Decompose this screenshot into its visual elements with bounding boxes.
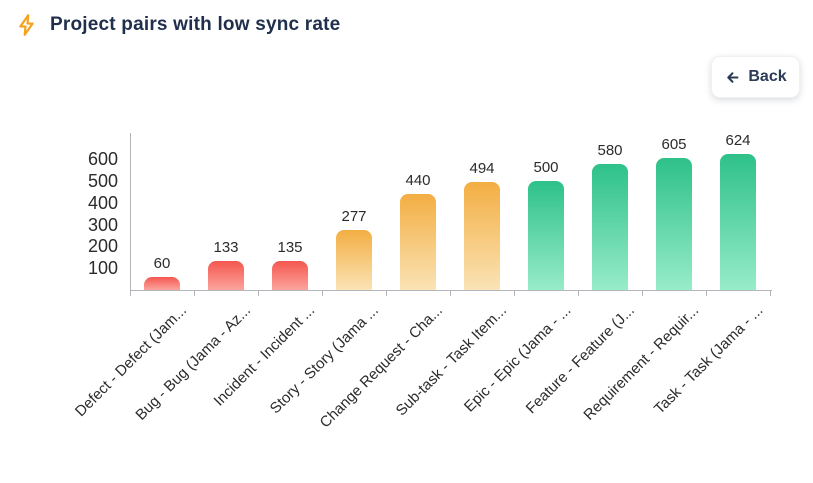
page-title: Project pairs with low sync rate (50, 14, 341, 35)
bar-value-label: 580 (597, 141, 623, 159)
x-axis-tick (450, 290, 451, 296)
bar-value-label: 605 (661, 136, 687, 154)
x-axis-tick (514, 290, 515, 296)
lightning-bolt-icon (14, 12, 39, 38)
x-axis-tick (770, 290, 771, 296)
bar[interactable] (720, 153, 756, 290)
x-axis-label: Requirement - Requir... (580, 302, 703, 424)
x-axis-tick (258, 290, 259, 296)
x-axis-label: Epic - Epic (Jama - ... (460, 302, 575, 416)
x-axis-tick (194, 290, 195, 296)
y-axis-tick-label: 600 (87, 149, 118, 170)
bar-value-label: 494 (469, 160, 495, 178)
y-axis-tick-label: 500 (87, 170, 118, 191)
x-axis-label: Change Request - Cha... (316, 302, 447, 432)
bar-value-label: 135 (277, 238, 303, 256)
bar-value-label: 133 (213, 238, 239, 256)
bar[interactable] (464, 182, 500, 290)
bar[interactable] (528, 180, 564, 290)
y-axis-tick-label: 200 (87, 236, 118, 257)
bar-value-label: 277 (341, 207, 367, 225)
y-axis-tick-label: 300 (87, 214, 118, 235)
x-axis-tick (578, 290, 579, 296)
bar[interactable] (400, 194, 436, 290)
bar[interactable] (592, 163, 628, 290)
x-axis-tick (386, 290, 387, 296)
page-header: Project pairs with low sync rate (14, 12, 340, 38)
x-axis-label: Bug - Bug (Jama - Az... (132, 302, 255, 424)
x-axis-tick (706, 290, 707, 296)
bar-chart: 100 200 300 400 500 600 60 Defect - Defect (Jam… (0, 110, 813, 483)
back-button[interactable]: Back (711, 56, 800, 98)
bar-value-label: 624 (725, 131, 751, 149)
x-axis-label: Task - Task (Jama - ... (650, 302, 767, 418)
bar-value-label: 500 (533, 158, 559, 176)
y-axis-tick-label: 100 (87, 258, 118, 279)
x-axis-label: Feature - Feature (J... (522, 302, 639, 418)
x-axis-label: Story - Story (Jama ... (266, 302, 383, 418)
x-axis-tick (322, 290, 323, 296)
x-axis-label: Defect - Defect (Jam... (71, 302, 191, 421)
back-button-label: Back (748, 68, 787, 85)
x-axis-tick (130, 290, 131, 296)
arrow-left-icon (724, 69, 741, 86)
x-axis-label: Sub-task - Task Item... (392, 302, 511, 420)
bar[interactable] (336, 229, 372, 290)
bar[interactable] (208, 260, 244, 290)
bar-value-label: 440 (405, 172, 431, 190)
x-axis-tick (642, 290, 643, 296)
bar[interactable] (144, 276, 180, 290)
bar-value-label: 60 (153, 254, 171, 272)
x-axis-line (130, 290, 772, 291)
bar[interactable] (272, 260, 308, 290)
bar[interactable] (656, 158, 692, 290)
y-axis-tick-label: 400 (87, 192, 118, 213)
y-axis-line (130, 133, 131, 290)
